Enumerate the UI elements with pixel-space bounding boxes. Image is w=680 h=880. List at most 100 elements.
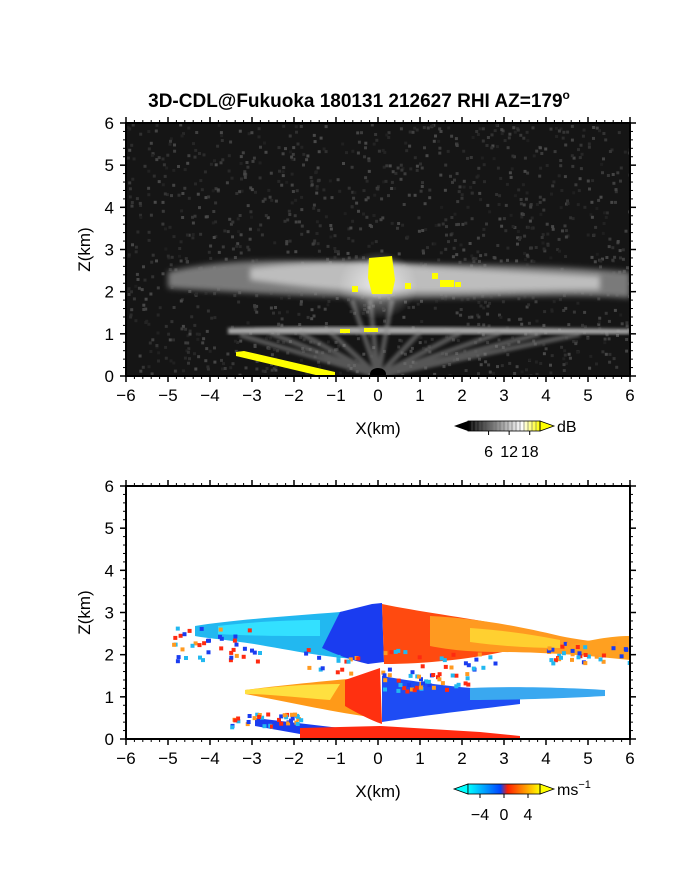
noise-pixel <box>460 193 464 197</box>
noise-pixel <box>385 133 389 137</box>
noise-pixel <box>220 134 224 138</box>
noise-pixel <box>265 335 269 339</box>
noise-pixel <box>422 126 426 130</box>
speckle-pixel <box>405 689 410 694</box>
speckle-pixel <box>260 715 265 720</box>
noise-pixel <box>479 198 483 202</box>
noise-pixel <box>239 162 243 165</box>
strong-echo-patch <box>440 280 454 287</box>
noise-pixel <box>444 163 448 167</box>
noise-pixel <box>294 220 298 224</box>
noise-pixel <box>487 363 491 367</box>
noise-pixel <box>597 198 601 202</box>
noise-pixel <box>399 127 403 131</box>
noise-pixel <box>556 248 560 252</box>
noise-pixel <box>139 369 143 373</box>
speckle-pixel <box>566 642 571 647</box>
noise-pixel <box>586 233 590 237</box>
noise-pixel <box>415 168 419 172</box>
noise-pixel <box>317 360 321 364</box>
noise-pixel <box>169 137 173 141</box>
noise-pixel <box>440 205 444 209</box>
noise-pixel <box>572 340 576 344</box>
noise-pixel <box>226 352 230 356</box>
noise-pixel <box>549 363 552 367</box>
noise-pixel <box>287 294 291 298</box>
noise-pixel <box>329 227 333 231</box>
colorbar-tick-label: −4 <box>471 807 489 824</box>
noise-pixel <box>167 256 171 260</box>
speckle-pixel <box>546 648 551 653</box>
speckle-pixel <box>197 643 202 648</box>
noise-pixel <box>296 142 300 146</box>
noise-pixel <box>282 166 286 170</box>
noise-pixel <box>419 162 422 166</box>
speckle-pixel <box>383 687 387 692</box>
noise-pixel <box>597 322 601 326</box>
noise-pixel <box>135 272 139 276</box>
noise-pixel <box>526 225 530 229</box>
noise-pixel <box>355 201 359 205</box>
noise-pixel <box>420 185 424 188</box>
noise-pixel <box>334 340 338 344</box>
noise-pixel <box>481 139 485 143</box>
velocity-near-ground-right <box>300 726 520 739</box>
noise-pixel <box>453 178 456 182</box>
noise-pixel <box>261 369 265 373</box>
noise-pixel <box>611 258 615 262</box>
noise-pixel <box>253 343 257 347</box>
noise-pixel <box>576 350 580 354</box>
noise-pixel <box>255 258 259 262</box>
noise-pixel <box>322 295 325 299</box>
noise-pixel <box>178 254 181 258</box>
noise-pixel <box>239 339 243 343</box>
speckle-pixel <box>463 661 468 666</box>
noise-pixel <box>511 336 515 340</box>
speckle-pixel <box>440 681 445 686</box>
noise-pixel <box>293 214 297 218</box>
noise-pixel <box>495 123 499 127</box>
noise-pixel <box>243 172 247 176</box>
noise-pixel <box>445 225 448 229</box>
noise-pixel <box>259 145 262 149</box>
noise-pixel <box>281 152 285 156</box>
noise-pixel <box>210 316 214 320</box>
noise-pixel <box>195 131 199 134</box>
noise-pixel <box>405 149 409 153</box>
backscatter-colorbar-over-arrow <box>539 420 556 432</box>
noise-pixel <box>601 257 604 261</box>
speckle-pixel <box>426 679 431 684</box>
noise-pixel <box>403 352 407 356</box>
speckle-pixel <box>257 715 262 719</box>
noise-pixel <box>334 250 337 253</box>
noise-pixel <box>608 360 612 364</box>
noise-pixel <box>213 159 216 163</box>
noise-pixel <box>238 129 242 133</box>
noise-pixel <box>134 319 138 323</box>
velocity-colorbar: ms−1 −4 0 4 <box>452 779 591 824</box>
noise-pixel <box>191 221 195 225</box>
noise-pixel <box>476 250 480 254</box>
noise-pixel <box>179 299 183 303</box>
colorbar-tick-label: 18 <box>521 444 539 461</box>
noise-pixel <box>335 297 339 300</box>
noise-pixel <box>428 188 432 192</box>
speckle-pixel <box>382 673 387 678</box>
noise-pixel <box>128 195 132 199</box>
noise-pixel <box>407 193 411 197</box>
radar-site <box>370 368 386 376</box>
noise-pixel <box>239 155 243 159</box>
speckle-pixel <box>557 653 562 658</box>
noise-pixel <box>529 205 533 209</box>
noise-pixel <box>477 322 481 326</box>
noise-pixel <box>400 339 404 343</box>
noise-pixel <box>421 181 424 185</box>
noise-pixel <box>532 154 536 158</box>
noise-pixel <box>282 124 286 128</box>
noise-pixel <box>508 132 512 136</box>
noise-pixel <box>246 321 250 325</box>
noise-pixel <box>197 355 201 359</box>
velocity-echoes <box>172 603 630 739</box>
noise-pixel <box>462 248 466 252</box>
noise-pixel <box>498 194 502 198</box>
